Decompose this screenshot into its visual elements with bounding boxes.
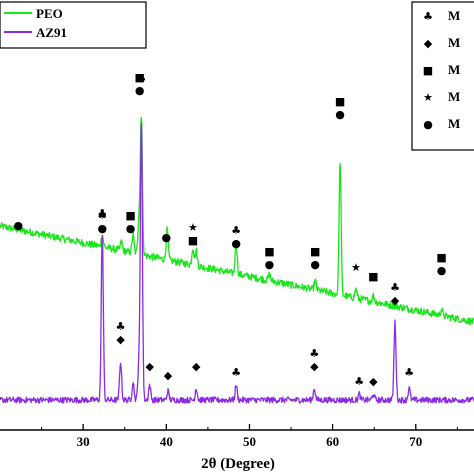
peak-symbol: ●: [231, 237, 241, 250]
peak-symbol: ■: [135, 71, 145, 84]
phase-legend-label: M: [448, 62, 460, 77]
peak-symbol: ●: [265, 258, 275, 271]
peak-marker: ♣: [354, 375, 364, 388]
phase-legend-label: M: [448, 89, 460, 104]
peak-marker: ♣◆: [390, 281, 400, 307]
plot-area: [0, 116, 474, 404]
peak-symbol: ◆: [369, 375, 378, 388]
peak-marker: ★■: [188, 221, 198, 247]
peak-symbol: ◆: [192, 360, 201, 373]
phase-legend-label: M: [448, 35, 460, 50]
peak-symbol: ●: [437, 264, 447, 277]
peak-symbol: ■: [335, 95, 345, 108]
peak-symbol: ♣: [354, 375, 364, 388]
peak-symbol: ●: [310, 258, 320, 271]
peak-symbol: ●: [13, 219, 23, 232]
peak-symbol: ♣: [231, 224, 241, 237]
peak-marker: ♣●: [231, 224, 241, 250]
peak-symbol: ♣: [231, 366, 241, 379]
phase-legend-symbol: ●: [423, 118, 433, 131]
phase-legend-symbol: ★: [423, 91, 433, 104]
peak-symbol: ■: [264, 245, 274, 258]
peak-marker: ■●: [135, 71, 145, 97]
peak-marker: ♣◆: [116, 320, 126, 346]
peak-marker: ■●: [436, 251, 446, 277]
peak-annotations: ●♣●■●■●♣●★■♣●■●■●■●★■■●♣♣◆◆◆◆ ♣♣◆♣ ◆♣◆♣: [13, 71, 446, 388]
peak-symbol: ●: [126, 222, 136, 235]
peak-symbol: ♣: [97, 209, 107, 222]
x-tick-label: 70: [409, 434, 422, 449]
peak-symbol: ●: [135, 84, 145, 97]
peak-marker: ■●: [310, 245, 320, 271]
peak-symbol: ♣: [116, 320, 126, 333]
peak-marker: ●: [162, 231, 172, 244]
x-tick-label: 30: [77, 434, 90, 449]
legend-label: PEO: [36, 6, 63, 21]
x-tick-label: 40: [160, 434, 173, 449]
legend-label: AZ91: [36, 25, 67, 40]
phase-legend-label: M: [448, 116, 460, 131]
peak-symbol: ◆: [116, 333, 125, 346]
peak-marker: ♣: [136, 72, 146, 85]
peak-marker: ●: [13, 219, 23, 232]
peak-marker: ■●: [335, 95, 345, 121]
peak-marker: ■●: [264, 245, 274, 271]
series-line-peo: [0, 116, 474, 326]
phase-legend-box: [411, 1, 474, 151]
x-axis-title: 2θ (Degree): [201, 456, 275, 472]
peak-symbol: ■: [188, 234, 198, 247]
peak-symbol: ♣: [97, 207, 107, 220]
peak-symbol: ■: [125, 209, 135, 222]
peak-symbol: ♣: [404, 366, 414, 379]
peak-marker: ◆: [369, 375, 378, 388]
peak-marker: ♣: [231, 366, 241, 379]
peak-symbol: ■: [368, 270, 378, 283]
peak-marker: ♣●: [97, 209, 107, 235]
peak-symbol: ◆: [391, 294, 400, 307]
peak-symbol: ★: [351, 261, 361, 274]
phase-legend: ♣ M ◆ M ■ M ★ M ● M: [411, 1, 474, 151]
peak-symbol: ■: [310, 245, 320, 258]
series-legend-box: [0, 1, 147, 49]
phase-legend-label: M: [448, 8, 460, 23]
peak-symbol: ◆: [145, 360, 154, 373]
peak-marker: ■: [368, 270, 378, 283]
peak-symbol: ■: [436, 251, 446, 264]
phase-legend-symbol: ■: [423, 64, 433, 77]
peak-symbol: ●: [162, 231, 172, 244]
axes: 30 40 50 60 70: [0, 424, 474, 449]
peak-symbol: ●: [335, 108, 345, 121]
peak-marker: ■●: [125, 209, 135, 235]
peak-symbol: ◆: [310, 360, 319, 373]
peak-marker: ◆: [164, 369, 173, 382]
x-tick-label: 60: [326, 434, 339, 449]
peak-marker: ★: [351, 261, 361, 274]
peak-symbol: ♣: [136, 72, 146, 85]
peak-marker: ♣: [404, 366, 414, 379]
peak-symbol: ♣: [390, 281, 400, 294]
series-legend: PEO AZ91: [0, 1, 147, 49]
peak-marker: ◆: [145, 360, 154, 373]
peak-symbol: ★: [188, 221, 198, 234]
peak-marker: ♣: [97, 207, 107, 220]
peak-symbol: ♣: [309, 347, 319, 360]
peak-marker: ◆: [192, 360, 201, 373]
peak-marker: ♣◆: [309, 347, 319, 373]
series-line-az91: [0, 122, 474, 404]
x-tick-label: 50: [243, 434, 256, 449]
peak-symbol: ●: [97, 222, 107, 235]
phase-legend-symbol: ◆: [424, 37, 433, 50]
peak-symbol: ◆: [164, 369, 173, 382]
phase-legend-symbol: ♣: [423, 10, 433, 23]
